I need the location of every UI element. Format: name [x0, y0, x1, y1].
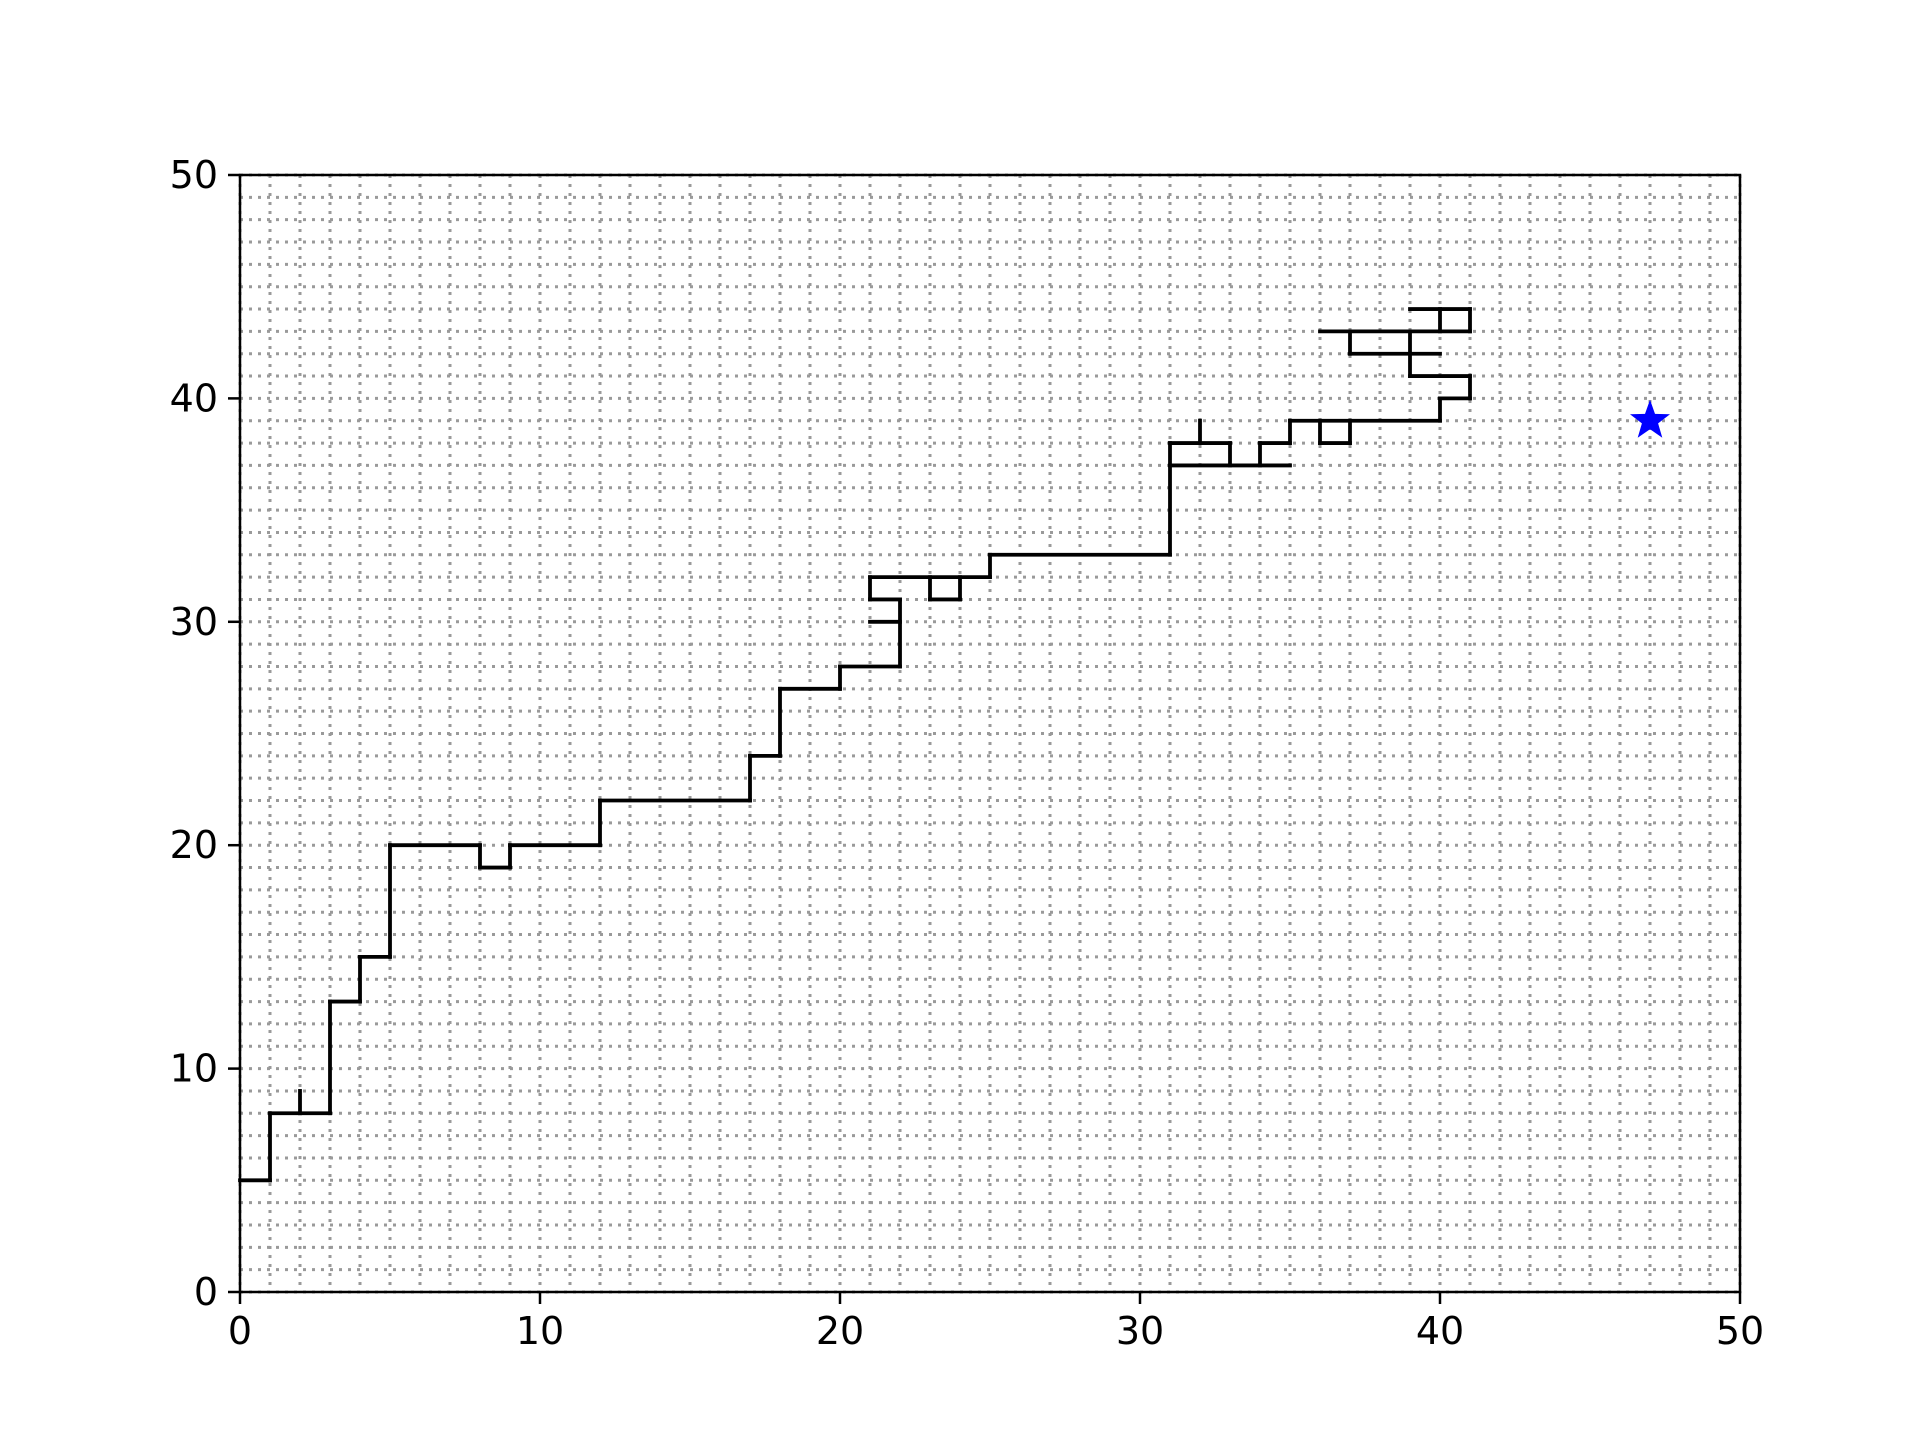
- y-tick-label: 40: [170, 376, 218, 420]
- x-tick-label: 40: [1416, 1309, 1464, 1353]
- axes-frame: [238, 173, 1742, 1294]
- y-tick-label: 50: [170, 153, 218, 197]
- x-tick-label: 50: [1716, 1309, 1764, 1353]
- y-tick-label: 0: [194, 1270, 218, 1314]
- y-tick-label: 10: [170, 1047, 218, 1091]
- path-series: [238, 307, 1472, 1183]
- goal-star-marker: [1630, 399, 1670, 438]
- y-tick-label: 20: [170, 823, 218, 867]
- ticks: 0 10 20 30 40 50 0 10 20 30 40 50: [170, 153, 1765, 1353]
- grid: [238, 173, 1742, 1294]
- x-tick-label: 0: [228, 1309, 252, 1353]
- x-tick-label: 10: [516, 1309, 564, 1353]
- y-tick-label: 30: [170, 600, 218, 644]
- goal-marker-layer: [1630, 399, 1670, 438]
- x-tick-label: 20: [816, 1309, 864, 1353]
- x-tick-label: 30: [1116, 1309, 1164, 1353]
